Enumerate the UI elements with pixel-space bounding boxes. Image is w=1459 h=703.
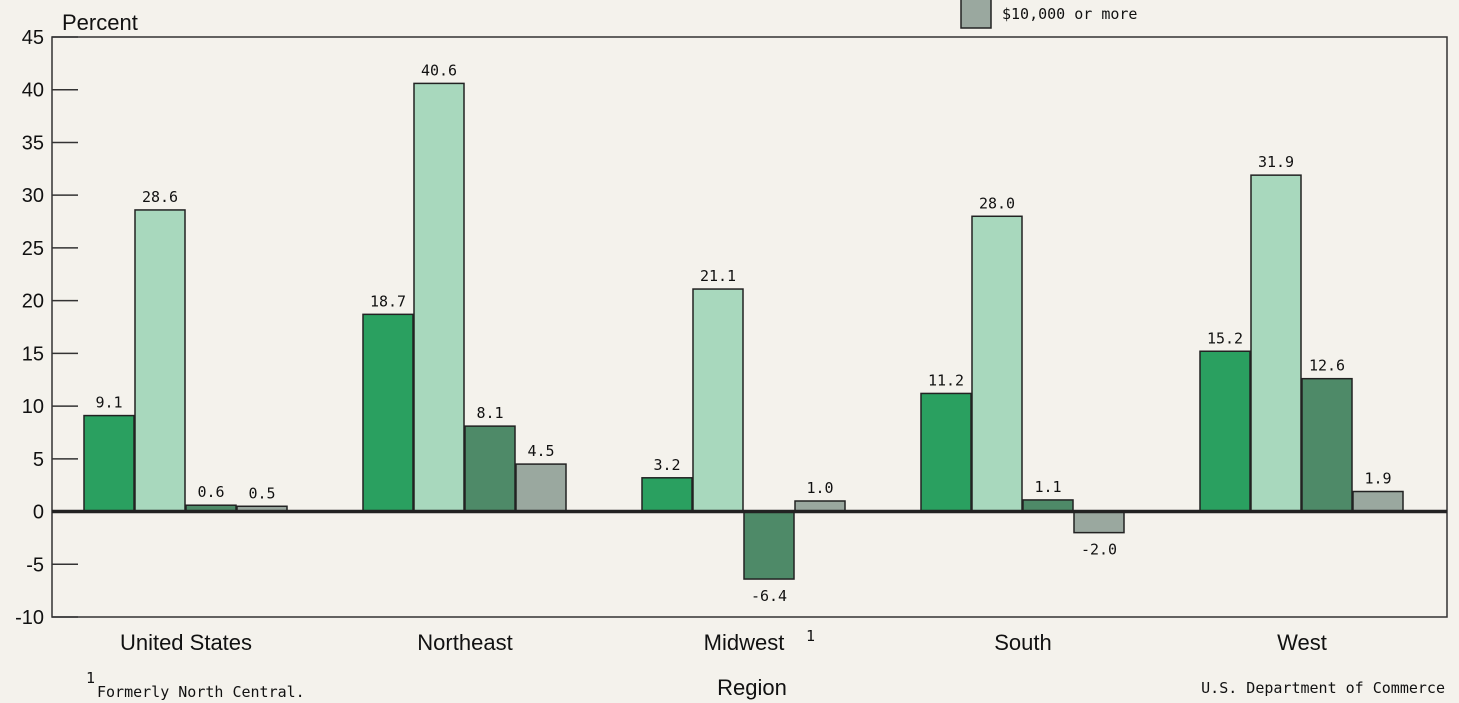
data-label: 9.1: [95, 394, 122, 412]
category-label: West: [1277, 630, 1327, 655]
data-label: -6.4: [751, 587, 787, 605]
data-label: 11.2: [928, 371, 964, 389]
footnote-text: Formerly North Central.: [97, 683, 305, 701]
legend: $10,000 or more: [960, 0, 1137, 29]
y-tick-label: -5: [26, 554, 44, 576]
data-label: 3.2: [653, 456, 680, 474]
bar: [464, 425, 516, 513]
category-label: Midwest: [704, 630, 785, 655]
legend-swatch: [960, 0, 992, 29]
bar: [83, 414, 135, 513]
bar: [1250, 174, 1302, 513]
bar: [1301, 377, 1353, 513]
data-labels: 9.1 28.6 0.6 0.5 18.7 40.6 8.1 4.5 3.2 21.1 -6.4 1.…: [95, 61, 1391, 605]
bar: [971, 215, 1023, 513]
bar: [1073, 510, 1125, 534]
data-label: -2.0: [1081, 541, 1117, 559]
data-label: 21.1: [700, 267, 736, 285]
data-label: 0.6: [197, 483, 224, 501]
data-label: 4.5: [527, 442, 554, 460]
y-axis-title: Percent: [62, 10, 138, 35]
data-label: 28.0: [979, 194, 1015, 212]
y-tick-label: 5: [33, 449, 44, 471]
plot-frame: [51, 36, 1448, 618]
bar: [413, 82, 465, 513]
data-label: 28.6: [142, 188, 178, 206]
y-tick-label: 45: [22, 27, 44, 49]
y-tick-label: 0: [33, 502, 44, 524]
y-tick-label: 30: [22, 185, 44, 207]
bar: [692, 288, 744, 513]
bar: [920, 392, 972, 513]
category-label: Northeast: [417, 630, 512, 655]
data-label: 40.6: [421, 61, 457, 79]
footnote-marker: 1: [86, 669, 95, 687]
footnote: 1 Formerly North Central.: [86, 669, 305, 701]
data-label: 31.9: [1258, 153, 1294, 171]
y-tick-label: 15: [22, 343, 44, 365]
data-label: 12.6: [1309, 357, 1345, 375]
y-tick-label: 10: [22, 396, 44, 418]
category-footnote-marker: 1: [806, 627, 815, 645]
bar: [134, 209, 186, 513]
bar: [641, 477, 693, 513]
category-label: United States: [120, 630, 252, 655]
y-tick-label: -10: [15, 607, 44, 629]
bar: [1352, 490, 1404, 513]
bar: [362, 313, 414, 513]
y-axis: -10 -5 0 5 10 15 20 25 30 35 40 45: [15, 27, 78, 629]
bar-group: [83, 82, 1404, 580]
data-label: 15.2: [1207, 329, 1243, 347]
y-tick-label: 25: [22, 238, 44, 260]
x-axis-title: Region: [717, 675, 787, 700]
data-label: 1.0: [806, 479, 833, 497]
bar: [1199, 350, 1251, 513]
y-tick-label: 35: [22, 132, 44, 154]
x-axis-category-labels: United States Northeast Midwest 1 South West: [120, 627, 1327, 655]
y-tick-label: 20: [22, 291, 44, 313]
legend-entry-label: $10,000 or more: [1002, 5, 1137, 23]
data-label: 1.1: [1034, 478, 1061, 496]
y-tick-label: 40: [22, 80, 44, 102]
data-label: 0.5: [248, 484, 275, 502]
source-credit: U.S. Department of Commerce: [1201, 679, 1445, 697]
bar: [743, 510, 795, 580]
data-label: 1.9: [1364, 470, 1391, 488]
data-label: 18.7: [370, 292, 406, 310]
category-label: South: [994, 630, 1052, 655]
bar: [515, 463, 567, 513]
data-label: 8.1: [476, 404, 503, 422]
